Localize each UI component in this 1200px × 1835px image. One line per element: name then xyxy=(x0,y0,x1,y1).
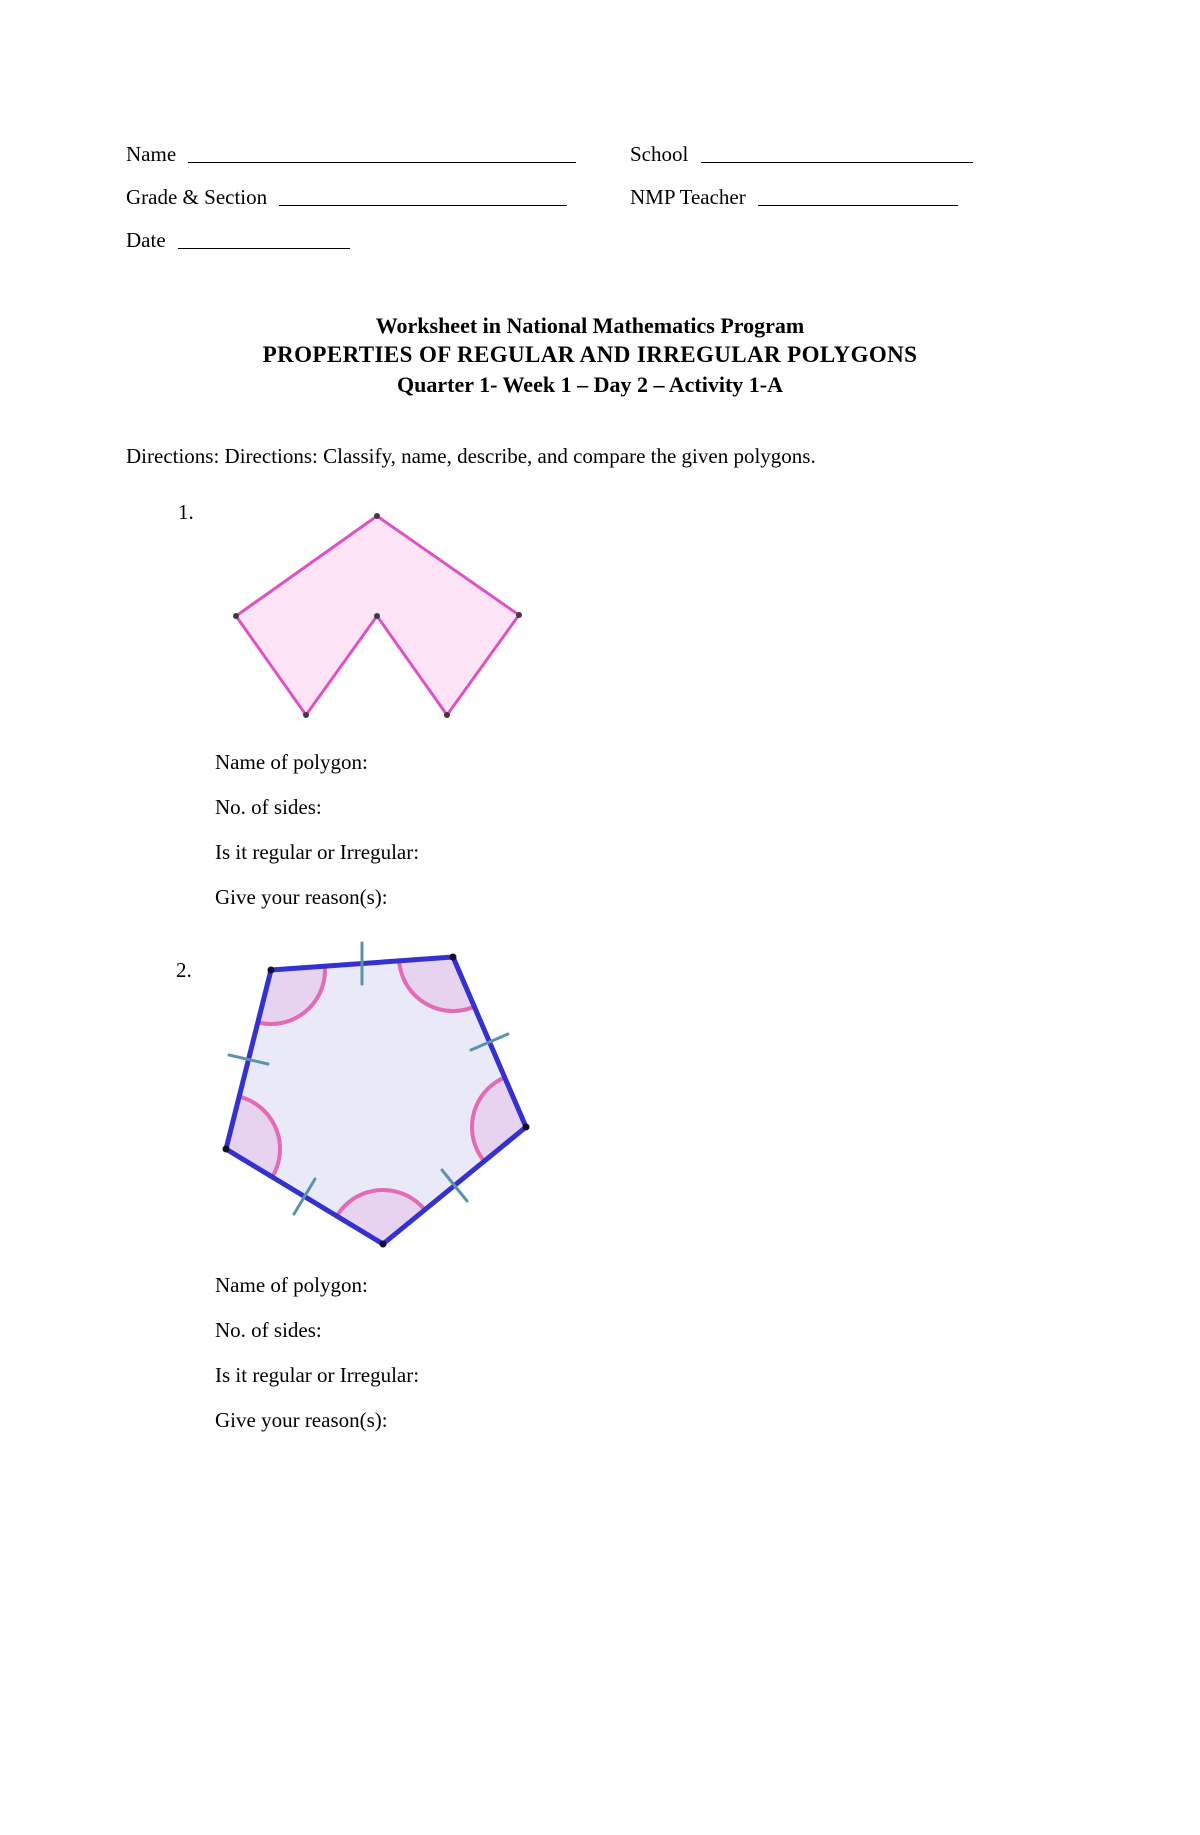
vertex-dot xyxy=(374,513,380,519)
angle-arc xyxy=(327,1188,439,1244)
worksheet-subtitle: PROPERTIES OF REGULAR AND IRREGULAR POLY… xyxy=(262,342,918,367)
date-field-label: Date xyxy=(126,228,166,252)
side-tick xyxy=(440,1168,469,1203)
grade-section-field-label: Grade & Section xyxy=(126,185,268,209)
vertex-dot xyxy=(444,712,450,718)
side-tick xyxy=(227,1053,270,1066)
nmp-teacher-field-blank[interactable] xyxy=(758,189,958,206)
figure-2-pentagon-fill xyxy=(226,957,526,1244)
item-1-prompts: Name of polygon: No. of sides: Is it reg… xyxy=(215,750,419,930)
school-field: School xyxy=(630,142,973,167)
vertex-dot xyxy=(522,1123,530,1131)
item-1-number: 1. xyxy=(178,500,194,524)
side-tick xyxy=(469,1032,510,1052)
vertex-dot xyxy=(374,613,380,619)
nmp-teacher-field: NMP Teacher xyxy=(630,185,958,210)
grade-section-field: Grade & Section xyxy=(126,185,568,210)
name-field: Name xyxy=(126,142,577,167)
prompt-no-of-sides: No. of sides: xyxy=(215,1318,322,1342)
worksheet-title: Worksheet in National Mathematics Progra… xyxy=(375,313,805,338)
school-field-label: School xyxy=(630,142,689,166)
prompt-name-of-polygon: Name of polygon: xyxy=(215,750,368,774)
name-field-label: Name xyxy=(126,142,177,166)
vertex-dot xyxy=(449,953,457,961)
title-block: Worksheet in National Mathematics Progra… xyxy=(120,311,1060,400)
prompt-name-of-polygon: Name of polygon: xyxy=(215,1273,368,1297)
name-field-blank[interactable] xyxy=(188,146,577,163)
date-field: Date xyxy=(126,228,350,253)
nmp-teacher-field-label: NMP Teacher xyxy=(630,185,746,209)
figure-1-vertex-dots xyxy=(233,513,522,718)
figure-2-vertex-dots xyxy=(222,953,530,1248)
prompt-give-reasons: Give your reason(s): xyxy=(215,885,388,909)
grade-section-field-blank[interactable] xyxy=(279,189,568,206)
vertex-dot xyxy=(516,612,522,618)
angle-arc xyxy=(470,1071,526,1183)
figure-1-concave-hexagon xyxy=(233,513,522,718)
vertex-dot xyxy=(379,1240,387,1248)
directions-text: Directions: Directions: Classify, name, … xyxy=(126,444,816,468)
date-field-blank[interactable] xyxy=(177,232,350,249)
figure-2-side-ticks xyxy=(227,941,510,1216)
item-2-number: 2. xyxy=(176,958,192,982)
school-field-blank[interactable] xyxy=(700,146,973,163)
angle-arc xyxy=(397,957,509,1013)
side-tick xyxy=(292,1177,317,1216)
prompt-regular-or-irregular: Is it regular or Irregular: xyxy=(215,1363,420,1387)
worksheet-activity-line: Quarter 1- Week 1 – Day 2 – Activity 1-A xyxy=(397,372,783,397)
prompt-regular-or-irregular: Is it regular or Irregular: xyxy=(215,840,420,864)
item-2-prompts: Name of polygon: No. of sides: Is it reg… xyxy=(215,1273,419,1453)
vertex-dot xyxy=(222,1145,230,1153)
prompt-give-reasons: Give your reason(s): xyxy=(215,1408,388,1432)
vertex-dot xyxy=(233,613,239,619)
prompt-no-of-sides: No. of sides: xyxy=(215,795,322,819)
vertex-dot xyxy=(267,966,275,974)
figure-2-pentagon xyxy=(222,941,530,1248)
vertex-dot xyxy=(303,712,309,718)
